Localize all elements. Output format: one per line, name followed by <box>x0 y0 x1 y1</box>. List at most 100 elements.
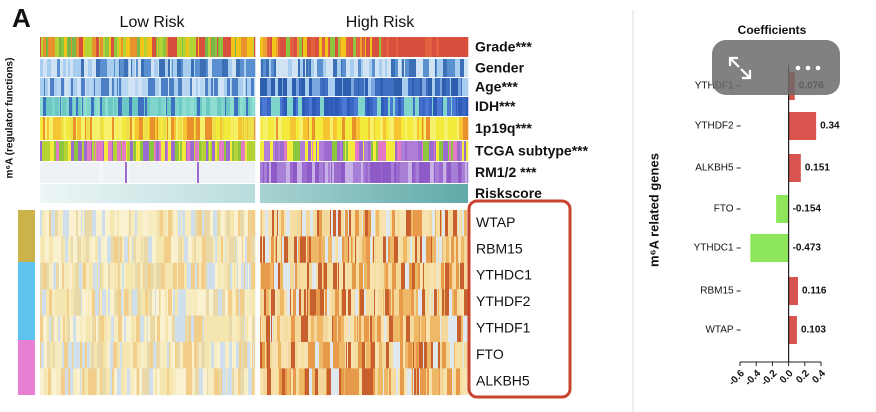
heatmap-cell <box>182 78 186 96</box>
heatmap-cell <box>400 342 404 369</box>
heatmap-cell <box>466 97 469 116</box>
heatmap-cell <box>430 117 435 140</box>
heatmap-cell <box>303 37 308 57</box>
heatmap-cell <box>242 162 247 183</box>
heatmap-cell <box>461 210 463 237</box>
heatmap-cell <box>251 262 256 290</box>
heatmap-cell <box>291 315 293 343</box>
heatmap-cell <box>304 289 307 316</box>
heatmap-cell <box>355 210 360 237</box>
heatmap-cell <box>205 262 208 290</box>
heatmap-cell <box>294 37 297 57</box>
heatmap-cell <box>352 236 354 264</box>
heatmap-cell <box>382 162 386 183</box>
heatmap-cell <box>385 210 387 237</box>
heatmap-cell <box>240 210 245 237</box>
heatmap-cell <box>253 342 255 369</box>
gene-label: ALKBH5 <box>476 372 530 388</box>
heatmap-cell <box>137 37 141 57</box>
heatmap-cell <box>200 59 205 77</box>
heatmap-cell <box>224 78 227 96</box>
heatmap-cell <box>342 368 345 396</box>
x-tick-label: 0.0 <box>778 368 796 386</box>
heatmap-cell <box>253 37 255 57</box>
heatmap-cell <box>462 141 465 161</box>
heatmap-cell <box>111 315 115 343</box>
heatmap-cell <box>328 141 333 161</box>
heatmap-cell <box>450 78 452 96</box>
heatmap-cell <box>386 210 389 237</box>
heatmap-cell <box>133 162 135 183</box>
heatmap-cell <box>155 117 158 140</box>
heatmap-cell <box>254 97 256 116</box>
heatmap-cell <box>327 262 330 290</box>
heatmap-cell <box>307 289 309 316</box>
heatmap-cell <box>173 37 178 57</box>
heatmap-cell <box>92 289 94 316</box>
heatmap-cell <box>266 342 268 369</box>
heatmap-cell <box>92 59 97 77</box>
heatmap-cell <box>416 59 419 77</box>
heatmap <box>40 37 469 396</box>
button-area[interactable] <box>720 48 760 88</box>
heatmap-cell <box>82 289 84 316</box>
heatmap-cell <box>286 162 291 183</box>
heatmap-cell <box>52 289 56 316</box>
heatmap-cell <box>242 236 244 264</box>
heatmap-cell <box>84 97 88 116</box>
heatmap-cell <box>191 210 193 237</box>
heatmap-cell <box>187 162 189 183</box>
heatmap-cell <box>430 141 432 161</box>
heatmap-cell <box>417 368 420 396</box>
heatmap-cell <box>210 37 212 57</box>
heatmap-cell <box>212 59 215 77</box>
heatmap-cell <box>421 315 426 343</box>
heatmap-cell <box>82 210 85 237</box>
heatmap-cell <box>302 59 304 77</box>
heatmap-cell <box>247 78 252 96</box>
heatmap-cell <box>197 289 201 316</box>
heatmap-cell <box>286 117 288 140</box>
heatmap-cell <box>55 37 60 57</box>
heatmap-cell <box>392 210 394 237</box>
heatmap-cell <box>241 342 246 369</box>
heatmap-cell <box>291 236 295 264</box>
heatmap-cell <box>72 368 74 396</box>
heatmap-cell <box>290 289 292 316</box>
heatmap-cell <box>358 78 360 96</box>
heatmap-cell <box>226 141 231 161</box>
heatmap-cell <box>142 78 145 96</box>
heatmap-cell <box>93 262 98 290</box>
expand-button[interactable] <box>720 48 760 88</box>
heatmap-cell <box>102 210 106 237</box>
heatmap-cell <box>86 78 90 96</box>
heatmap-cell <box>386 262 389 290</box>
heatmap-cell <box>453 368 457 396</box>
heatmap-cell <box>149 162 152 183</box>
heatmap-cell <box>232 315 237 343</box>
heatmap-cell <box>275 141 279 161</box>
heatmap-cell <box>59 210 64 237</box>
bar <box>776 195 789 223</box>
heatmap-cell <box>227 162 232 183</box>
heatmap-cell <box>55 117 58 140</box>
gene-label: YTHDC1 <box>476 267 532 283</box>
category-label: YTHDC1 <box>694 243 734 254</box>
heatmap-cell <box>423 141 426 161</box>
heatmap-cell <box>332 141 337 161</box>
heatmap-cell <box>331 210 334 237</box>
heatmap-cell <box>370 78 372 96</box>
heatmap-cell <box>40 162 45 183</box>
more-button[interactable] <box>785 48 830 88</box>
heatmap-cell <box>432 37 437 57</box>
heatmap-cell <box>156 342 161 369</box>
heatmap-cell <box>287 289 291 316</box>
heatmap-cell <box>234 97 237 116</box>
heatmap-cell <box>117 78 119 96</box>
heatmap-cell <box>386 342 390 369</box>
heatmap-cell <box>176 210 179 237</box>
heatmap-cell <box>40 262 44 290</box>
heatmap-cell <box>349 162 354 183</box>
heatmap-cell <box>76 210 79 237</box>
heatmap-cell <box>338 236 343 264</box>
